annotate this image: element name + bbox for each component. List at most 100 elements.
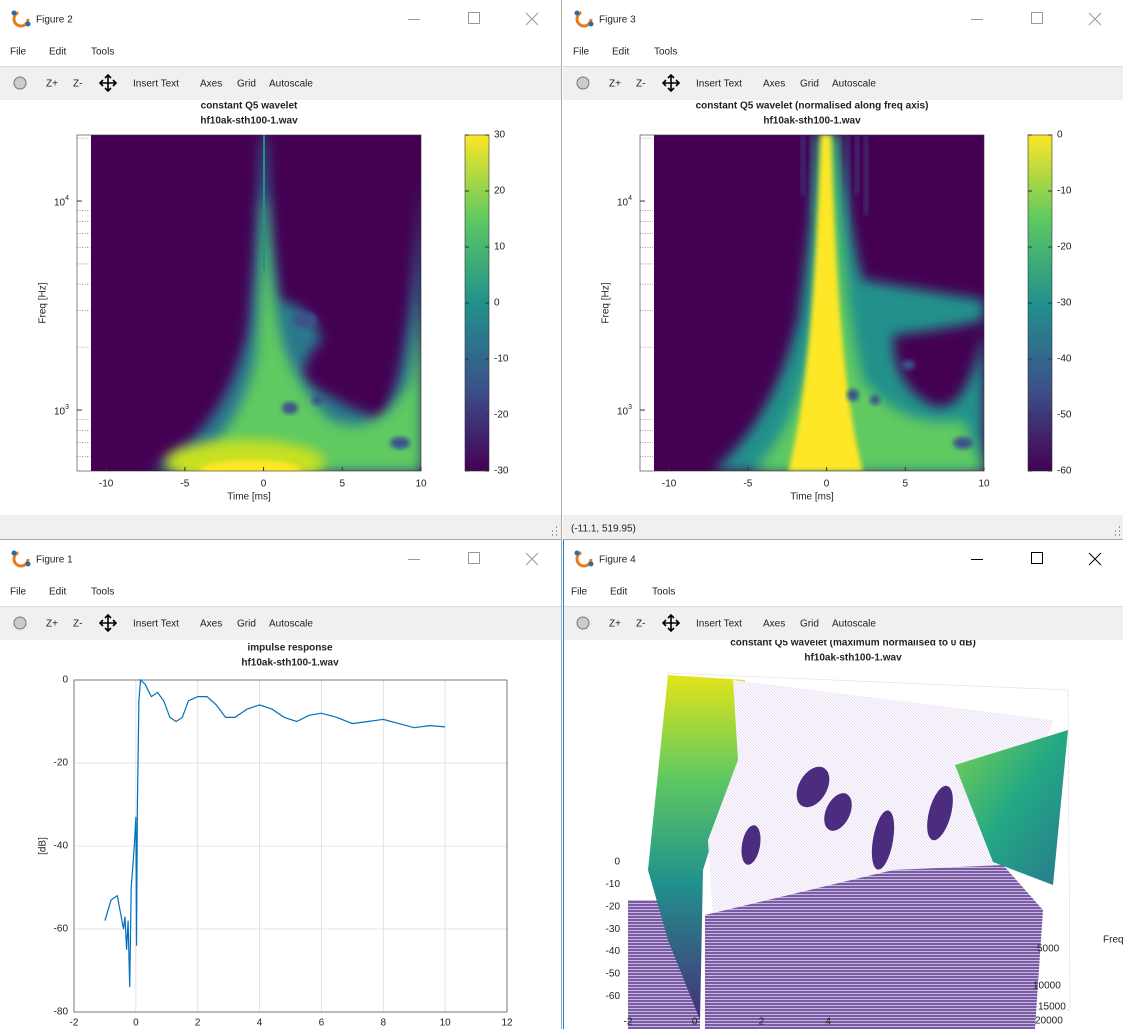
- x-tick-label: 0: [261, 479, 267, 490]
- close-button[interactable]: [1088, 552, 1102, 566]
- toolbar-button[interactable]: Insert Text: [133, 619, 179, 630]
- menu-item[interactable]: Tools: [652, 587, 675, 598]
- icon-dot: [25, 21, 31, 27]
- colorbar-tick-label: -60: [1057, 466, 1072, 477]
- axes-box: [73, 679, 508, 1013]
- close-button[interactable]: [1088, 12, 1102, 26]
- surface-hole: [871, 810, 895, 870]
- toolbar-button[interactable]: Insert Text: [696, 79, 742, 90]
- toolbar-button[interactable]: Z+: [609, 79, 621, 90]
- y-tick-exponent: 3: [65, 404, 69, 411]
- maximize-button[interactable]: [1031, 12, 1043, 24]
- toolbar: [563, 66, 1123, 100]
- surface-hole: [824, 793, 852, 831]
- heat-streak: [864, 135, 868, 215]
- app-icon: [574, 10, 594, 28]
- close-button[interactable]: [525, 12, 539, 26]
- pan-tool[interactable]: [661, 73, 681, 93]
- menu-item[interactable]: Edit: [612, 47, 629, 58]
- toolbar-button[interactable]: Grid: [800, 619, 819, 630]
- toolbar-button[interactable]: Autoscale: [269, 619, 313, 630]
- y-tick-label: -20: [54, 758, 69, 769]
- menu-item[interactable]: File: [571, 587, 588, 598]
- toolbar-button[interactable]: Axes: [200, 79, 222, 90]
- toolbar-button[interactable]: Insert Text: [696, 619, 742, 630]
- toolbar-button[interactable]: Axes: [200, 619, 222, 630]
- menu-item[interactable]: Edit: [610, 587, 627, 598]
- window-title: Figure 2: [36, 15, 73, 26]
- menu-item[interactable]: Edit: [49, 47, 66, 58]
- colorbar-tick-label: 20: [494, 186, 506, 197]
- impulse-line: [104, 678, 446, 988]
- plot-title: constant Q5 wavelet (maximum normalised …: [730, 638, 976, 649]
- colorbar-tick-label: -10: [494, 354, 509, 365]
- x-tick-label: 0: [692, 1017, 698, 1028]
- x-axis-label: Time [ms]: [227, 492, 271, 503]
- x-tick-label: -5: [743, 479, 752, 490]
- toolbar-button[interactable]: Autoscale: [269, 79, 313, 90]
- status-bar: [0, 515, 561, 540]
- toolbar-button[interactable]: Axes: [763, 79, 785, 90]
- x-tick-label: 10: [978, 479, 990, 490]
- menu-item[interactable]: Tools: [91, 47, 114, 58]
- toolbar: [563, 606, 1123, 640]
- colorbar-tick-label: -50: [1057, 410, 1072, 421]
- toolbar-button[interactable]: Autoscale: [832, 79, 876, 90]
- toolbar-button[interactable]: Z+: [609, 619, 621, 630]
- icon-dot: [25, 561, 31, 567]
- window-title: Figure 1: [36, 555, 73, 566]
- toolbar-button[interactable]: Grid: [237, 619, 256, 630]
- y-tick-label: 20000: [1035, 1016, 1063, 1027]
- rotate-tool[interactable]: [13, 76, 27, 90]
- resize-grip: [552, 526, 557, 536]
- heat-region: [185, 200, 421, 471]
- menu-item[interactable]: File: [10, 587, 27, 598]
- y-tick-label: 10000: [1033, 981, 1061, 992]
- heat-region: [200, 460, 300, 471]
- pan-tool[interactable]: [98, 613, 118, 633]
- toolbar-button[interactable]: Z+: [46, 79, 58, 90]
- pan-tool[interactable]: [98, 73, 118, 93]
- toolbar-button[interactable]: Grid: [800, 79, 819, 90]
- menu-item[interactable]: File: [10, 47, 27, 58]
- app-icon: [574, 550, 594, 568]
- colorbar-tick-label: -10: [1057, 186, 1072, 197]
- maximize-button[interactable]: [468, 12, 480, 24]
- pan-tool[interactable]: [661, 613, 681, 633]
- toolbar-button[interactable]: Z-: [73, 79, 82, 90]
- icon-dot: [574, 10, 580, 16]
- rotate-tool[interactable]: [13, 616, 27, 630]
- y-tick-label: -60: [54, 924, 69, 935]
- toolbar-button[interactable]: Axes: [763, 619, 785, 630]
- menu-item[interactable]: Edit: [49, 587, 66, 598]
- window-title: Figure 3: [599, 15, 636, 26]
- toolbar-button[interactable]: Z+: [46, 619, 58, 630]
- toolbar-button[interactable]: Grid: [237, 79, 256, 90]
- icon-ring: [12, 10, 30, 28]
- maximize-button[interactable]: [1031, 552, 1043, 564]
- menu-item[interactable]: File: [573, 47, 590, 58]
- icon-dot: [574, 550, 580, 556]
- toolbar-button[interactable]: Insert Text: [133, 79, 179, 90]
- colorbar-tick-label: 0: [494, 298, 500, 309]
- toolbar-button[interactable]: Z-: [73, 619, 82, 630]
- heat-hole: [282, 402, 298, 414]
- window: Figure 4 File Edit Tools Z+ Z- Insert Text Axes…: [563, 540, 1123, 1029]
- rotate-tool[interactable]: [576, 616, 590, 630]
- y-axis-label: Freq: [1103, 935, 1123, 946]
- x-tick-label: 12: [501, 1018, 513, 1029]
- y-tick-label: 15000: [1038, 1002, 1066, 1013]
- menu-item[interactable]: Tools: [654, 47, 677, 58]
- x-tick-label: 6: [319, 1018, 325, 1029]
- rotate-tool[interactable]: [576, 76, 590, 90]
- toolbar-button[interactable]: Autoscale: [832, 619, 876, 630]
- close-button[interactable]: [525, 552, 539, 566]
- icon-ring: [575, 10, 593, 28]
- x-tick-label: 2: [195, 1018, 201, 1029]
- app-icon: [11, 550, 31, 568]
- maximize-button[interactable]: [468, 552, 480, 564]
- toolbar-button[interactable]: Z-: [636, 79, 645, 90]
- menu-item[interactable]: Tools: [91, 587, 114, 598]
- toolbar-button[interactable]: Z-: [636, 619, 645, 630]
